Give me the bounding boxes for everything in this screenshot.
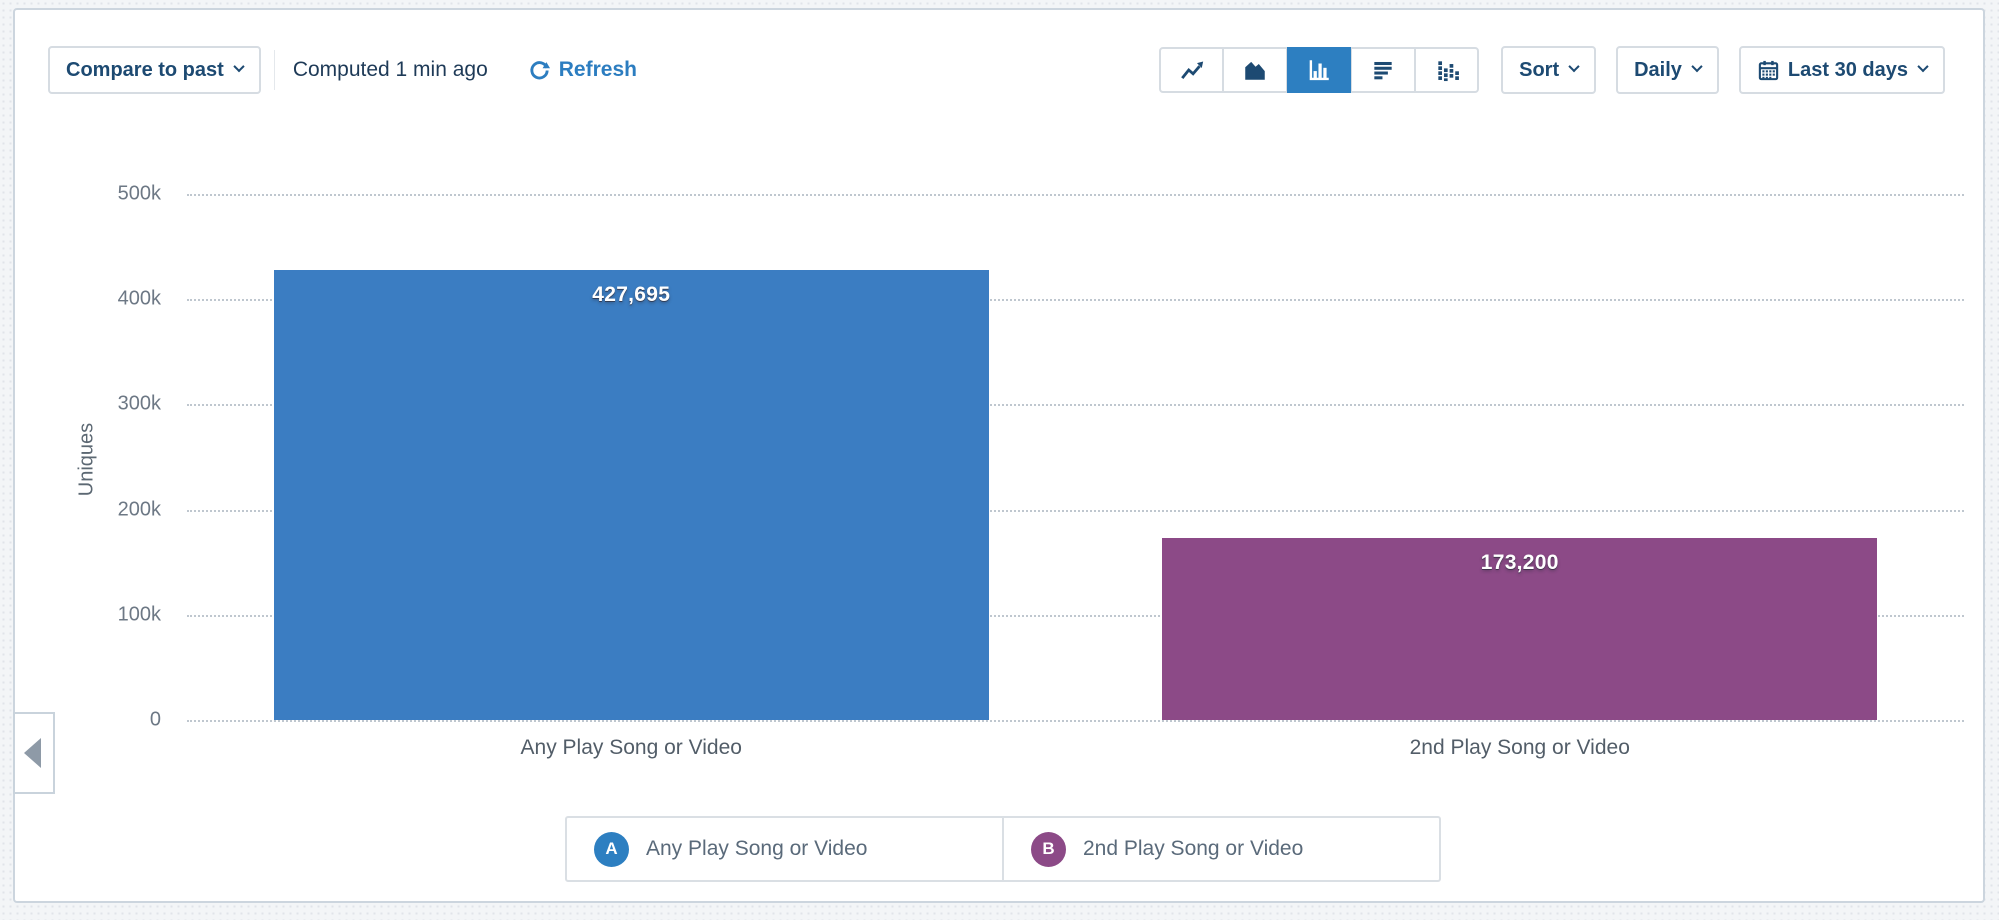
interval-label: Daily (1634, 58, 1682, 81)
interval-button[interactable]: Daily (1616, 46, 1719, 94)
bar-slot: 427,695 (187, 194, 1076, 720)
gridline (187, 509, 1964, 512)
analytics-card: Compare to past Computed 1 min ago Refre… (13, 8, 1985, 903)
series-a-marker: A (594, 831, 629, 867)
toolbar-left: Compare to past Computed 1 min ago Refre… (48, 46, 637, 94)
bar-value-label: 427,695 (592, 283, 671, 307)
calendar-icon (1757, 59, 1780, 82)
distribution-chart-icon (1437, 61, 1459, 82)
chart-type-switcher (1159, 47, 1480, 93)
date-range-label: Last 30 days (1787, 58, 1908, 81)
gridline (187, 614, 1964, 617)
y-tick-label: 100k (117, 603, 161, 626)
bar-chart-button[interactable] (1287, 47, 1352, 93)
compare-to-past-button[interactable]: Compare to past (48, 46, 261, 94)
sort-label: Sort (1519, 58, 1560, 81)
bar-slot: 173,200 (1076, 194, 1965, 720)
refresh-button[interactable]: Refresh (528, 58, 637, 82)
series-b-marker: B (1031, 831, 1066, 867)
collapse-left-icon (23, 738, 41, 768)
bar-any-play-song-or-video[interactable]: 427,695 (273, 270, 989, 720)
x-category-label: 2nd Play Song or Video (1409, 736, 1630, 759)
legend-label: Any Play Song or Video (646, 837, 868, 860)
legend-item-b[interactable]: B 2nd Play Song or Video (1002, 818, 1439, 880)
chevron-down-icon (1917, 60, 1929, 73)
compare-to-past-label: Compare to past (66, 58, 224, 81)
legend-label: 2nd Play Song or Video (1083, 837, 1304, 860)
computed-timestamp: Computed 1 min ago (292, 58, 488, 81)
gridline (187, 404, 1964, 407)
toolbar-right: Sort Daily (1159, 46, 1945, 94)
chevron-down-icon (233, 60, 245, 73)
sort-button[interactable]: Sort (1501, 46, 1597, 94)
x-axis-labels: Any Play Song or Video 2nd Play Song or … (187, 736, 1964, 760)
y-tick-label: 200k (117, 498, 161, 521)
y-tick-label: 500k (117, 182, 161, 205)
refresh-icon (530, 60, 550, 79)
toolbar-divider (273, 50, 275, 90)
area-chart-button[interactable] (1223, 47, 1288, 93)
bar-series: 427,695 173,200 (187, 194, 1964, 720)
refresh-label: Refresh (558, 58, 637, 81)
horizontal-bar-chart-button[interactable] (1351, 47, 1416, 93)
legend-item-a[interactable]: A Any Play Song or Video (567, 818, 1002, 880)
y-tick-label: 0 (149, 708, 161, 731)
collapse-panel-button[interactable] (13, 712, 55, 794)
area-chart-icon (1245, 61, 1265, 80)
y-tick-label: 300k (117, 392, 161, 415)
gridline (187, 194, 1964, 196)
distribution-chart-button[interactable] (1415, 47, 1480, 93)
bar-2nd-play-song-or-video[interactable]: 173,200 (1162, 537, 1878, 720)
toolbar: Compare to past Computed 1 min ago Refre… (48, 46, 1945, 94)
plot-area: 500k 400k 300k 200k 100k 0 427,695 173,2… (118, 183, 1964, 731)
x-category-label: Any Play Song or Video (520, 736, 742, 759)
chevron-down-icon (1568, 60, 1580, 73)
line-chart-icon (1180, 61, 1203, 80)
horizontal-bar-chart-icon (1374, 61, 1392, 80)
date-range-button[interactable]: Last 30 days (1738, 46, 1945, 94)
y-tick-label: 400k (117, 287, 161, 310)
y-axis-title: Uniques (75, 422, 98, 497)
legend: A Any Play Song or Video B 2nd Play Song… (565, 816, 1441, 882)
line-chart-button[interactable] (1159, 47, 1224, 93)
gridline (187, 720, 1964, 722)
chevron-down-icon (1691, 60, 1703, 73)
bar-value-label: 173,200 (1480, 550, 1559, 574)
gridline (187, 299, 1964, 302)
bar-chart-icon (1309, 60, 1329, 81)
